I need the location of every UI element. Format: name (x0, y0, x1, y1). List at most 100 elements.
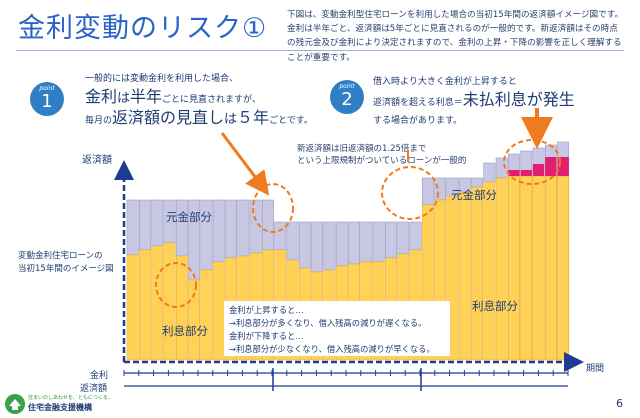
page-number: 6 (616, 397, 623, 410)
title-divider (16, 50, 624, 51)
point-2-line-3: する場合があります。 (373, 116, 463, 126)
point-2-line-1: 借入時より大きく金利が上昇すると (373, 77, 517, 87)
principal-bar (237, 199, 250, 257)
principal-bar (483, 162, 496, 183)
interest-bar (458, 191, 471, 361)
point-2-text: 借入時より大きく金利が上昇すると 返済額を超える利息＝未払利息が発生 する場合が… (373, 73, 635, 130)
principal-bar (348, 221, 360, 265)
interest-bar (532, 175, 545, 361)
principal-bar (212, 199, 225, 263)
interest-bar (471, 186, 483, 361)
unpaid-interest-bar (532, 164, 545, 176)
point-1-5years: ５年 (237, 108, 270, 127)
principal-bar (126, 199, 139, 256)
first-review-circle (252, 183, 294, 233)
explanation-box: 金利が上昇すると… →利息部分が多くなり、借入残高の減りが遅くなる。 金利が下降… (224, 301, 450, 356)
jhf-logo: 住まいのしあわせを、ともにつくる。 住宅金融支援機構 (4, 393, 134, 415)
side-label-line-2: 当初15年間のイメージ図 (18, 264, 114, 274)
point-1-monthly: 毎月の (85, 116, 113, 126)
unpaid-interest-circle (503, 139, 561, 185)
intro-line-3: の残元金及び金利により決定されますので、金利の上昇・下降の影響を正しく理解する (287, 38, 622, 49)
interest-bar (126, 254, 139, 361)
callout-line-1: 金利が上昇すると… (229, 305, 304, 315)
cap-note: 新返済額は旧返済額の1.25倍まで という上限規制がついているローンが一般的 (297, 143, 487, 167)
point-1-badge: point 1 (30, 82, 64, 116)
point-2-unpaid-interest: 未払利息が発生 (462, 90, 575, 109)
y-axis-label: 返済額 (82, 155, 112, 166)
interest-bar (508, 175, 520, 361)
intro-line-1: 下図は、変動金利型住宅ローンを利用した場合の当初15年間の返済額イメージ図です。 (287, 10, 624, 20)
point-1-arrow (220, 132, 270, 196)
intro-text: 下図は、変動金利型住宅ローンを利用した場合の当初15年間の返済額イメージ図です。… (287, 8, 634, 65)
side-label-line-1: 変動金利住宅ローンの (18, 251, 103, 261)
principal-bar (274, 221, 287, 251)
point-1-wa: は (224, 112, 238, 127)
jhf-logo-icon (5, 394, 25, 414)
principal-bar (372, 221, 385, 263)
unpaid-interest-bar (520, 170, 532, 176)
interest-label-right: 利息部分 (472, 299, 518, 313)
logo-name: 住宅金融支援機構 (28, 403, 92, 412)
interest-bar (483, 181, 496, 361)
rate-review-timeline (123, 370, 569, 376)
point-1-review: 返済額の見直し (112, 108, 225, 127)
payment-review-timeline (124, 368, 568, 391)
interest-bar (151, 245, 164, 361)
principal-bar (421, 177, 434, 206)
principal-bar (397, 221, 410, 255)
principal-bar (323, 221, 336, 271)
point-1-rate: 金利 (85, 87, 118, 106)
interest-bar (520, 175, 533, 361)
principal-bar (311, 221, 324, 273)
callout-line-3: 金利が下降すると… (229, 331, 304, 341)
principal-bar (151, 199, 164, 247)
principal-bar (385, 221, 397, 259)
interest-bar (175, 255, 188, 361)
principal-bar (139, 199, 151, 251)
point-1-halfyear: 半年 (130, 87, 163, 106)
diagram-side-label: 変動金利住宅ローンの 当初15年間のイメージ図 (18, 250, 128, 276)
principal-bar (335, 221, 348, 267)
interest-bar (544, 175, 557, 361)
page-title: 金利変動のリスク① (18, 13, 268, 44)
interest-bar (434, 199, 447, 361)
unpaid-interest-bar (508, 170, 520, 176)
principal-bar (434, 177, 447, 201)
principal-bar (286, 221, 299, 261)
point-1-badge-word: point (39, 85, 55, 92)
point-2-badge-word: point (339, 83, 355, 90)
principal-bar (471, 177, 483, 188)
point-2-line-2-a: 返済額を超える利息＝ (373, 98, 463, 108)
interest-bar (163, 242, 176, 361)
unpaid-interest-bar (557, 157, 569, 176)
interest-label-left: 利息部分 (162, 324, 208, 338)
principal-bar (360, 221, 373, 263)
point-2-badge: point 2 (330, 80, 364, 114)
callout-line-4: →利息部分が少なくなり、借入残高の減りが早くなる。 (229, 344, 435, 354)
point-2-badge-number: 2 (341, 89, 353, 110)
legend-rate: 金利 (90, 371, 109, 381)
interest-bar (446, 195, 459, 361)
principal-bar (409, 221, 422, 251)
intro-line-4: ことが重要です。 (287, 52, 355, 63)
point-1-badge-number: 1 (41, 91, 53, 112)
interest-bar (139, 249, 151, 361)
interest-bar (188, 279, 201, 361)
callout-line-2: →利息部分が多くなり、借入残高の減りが遅くなる。 (229, 318, 427, 328)
interest-bar (421, 204, 434, 361)
second-review-circle (381, 166, 439, 220)
point-1-text: 一般的には変動金利を利用した場合、 金利は半年ごとに見直されますが、 毎月の返済… (85, 70, 325, 130)
x-axis-label: 期間 (586, 364, 605, 374)
interest-bar (212, 261, 225, 361)
intro-line-2: 金利は半年ごと、返済額は5年ごとに見直されるのが一般的です。新返済額はその時点 (287, 24, 618, 35)
legend-payment: 返済額 (80, 384, 108, 394)
interest-bar (557, 175, 570, 361)
rate-fall-circle (155, 262, 197, 308)
point-1-line-1: 一般的には変動金利を利用した場合、 (85, 74, 239, 84)
principal-label-left: 元金部分 (166, 210, 212, 224)
interest-bar (495, 177, 508, 361)
principal-bar (262, 199, 274, 251)
point-1-ha: は (117, 91, 131, 106)
principal-label-right: 元金部分 (451, 188, 497, 202)
